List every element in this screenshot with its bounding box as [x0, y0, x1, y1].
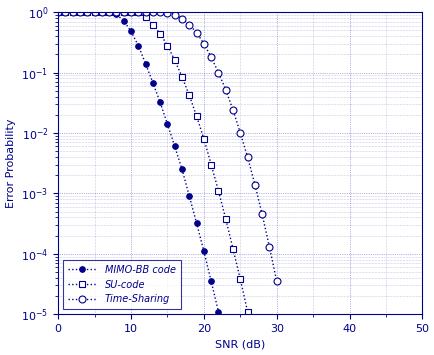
Time-Sharing	[150, 10, 155, 14]
SU-code	[143, 15, 148, 20]
Time-Sharing	[128, 10, 133, 14]
MIMO-BB code	[143, 62, 148, 66]
SU-code	[164, 43, 170, 48]
SU-code	[99, 10, 104, 14]
MIMO-BB code	[99, 10, 104, 14]
MIMO-BB code	[106, 10, 112, 14]
SU-code	[150, 23, 155, 27]
Time-Sharing	[266, 245, 271, 249]
Time-Sharing	[99, 10, 104, 14]
Time-Sharing	[259, 212, 264, 217]
MIMO-BB code	[128, 29, 133, 33]
MIMO-BB code	[201, 249, 206, 253]
MIMO-BB code	[194, 221, 199, 225]
SU-code	[230, 247, 235, 251]
MIMO-BB code	[56, 10, 61, 14]
Time-Sharing	[208, 55, 213, 59]
MIMO-BB code	[186, 194, 191, 198]
SU-code	[244, 310, 250, 314]
SU-code	[157, 32, 162, 36]
Time-Sharing	[143, 10, 148, 14]
Time-Sharing	[135, 10, 141, 14]
SU-code	[179, 75, 184, 79]
MIMO-BB code	[92, 10, 97, 14]
SU-code	[128, 10, 133, 14]
SU-code	[121, 10, 126, 14]
Line: MIMO-BB code: MIMO-BB code	[55, 9, 221, 315]
SU-code	[114, 10, 119, 14]
MIMO-BB code	[135, 43, 141, 48]
Y-axis label: Error Probability: Error Probability	[6, 119, 16, 208]
Time-Sharing	[244, 155, 250, 159]
Time-Sharing	[70, 10, 75, 14]
MIMO-BB code	[77, 10, 82, 14]
MIMO-BB code	[114, 12, 119, 16]
Time-Sharing	[56, 10, 61, 14]
Time-Sharing	[194, 31, 199, 35]
Time-Sharing	[85, 10, 90, 14]
Time-Sharing	[164, 11, 170, 15]
Time-Sharing	[201, 42, 206, 46]
Time-Sharing	[157, 10, 162, 14]
SU-code	[172, 58, 177, 62]
Time-Sharing	[230, 108, 235, 112]
MIMO-BB code	[208, 279, 213, 283]
MIMO-BB code	[172, 144, 177, 148]
MIMO-BB code	[164, 122, 170, 126]
SU-code	[223, 217, 228, 221]
Time-Sharing	[92, 10, 97, 14]
Line: Time-Sharing: Time-Sharing	[55, 9, 279, 285]
MIMO-BB code	[62, 10, 68, 14]
Time-Sharing	[273, 279, 279, 283]
X-axis label: SNR (dB): SNR (dB)	[215, 339, 265, 349]
SU-code	[70, 10, 75, 14]
MIMO-BB code	[215, 310, 220, 314]
Time-Sharing	[215, 70, 220, 75]
MIMO-BB code	[179, 167, 184, 171]
Time-Sharing	[121, 10, 126, 14]
SU-code	[92, 10, 97, 14]
Time-Sharing	[223, 88, 228, 92]
SU-code	[106, 10, 112, 14]
Time-Sharing	[77, 10, 82, 14]
MIMO-BB code	[70, 10, 75, 14]
Time-Sharing	[186, 23, 191, 27]
Time-Sharing	[114, 10, 119, 14]
Time-Sharing	[237, 131, 242, 135]
MIMO-BB code	[157, 100, 162, 105]
Legend: MIMO-BB code, SU-code, Time-Sharing: MIMO-BB code, SU-code, Time-Sharing	[63, 260, 180, 309]
Time-Sharing	[106, 10, 112, 14]
SU-code	[56, 10, 61, 14]
SU-code	[215, 189, 220, 193]
Time-Sharing	[252, 182, 257, 187]
SU-code	[208, 163, 213, 167]
SU-code	[237, 277, 242, 281]
SU-code	[77, 10, 82, 14]
Time-Sharing	[62, 10, 68, 14]
Time-Sharing	[172, 13, 177, 17]
Time-Sharing	[179, 17, 184, 21]
MIMO-BB code	[150, 81, 155, 85]
SU-code	[186, 93, 191, 97]
MIMO-BB code	[85, 10, 90, 14]
Line: SU-code: SU-code	[55, 9, 250, 315]
MIMO-BB code	[121, 19, 126, 23]
SU-code	[194, 114, 199, 118]
SU-code	[135, 10, 141, 14]
SU-code	[201, 137, 206, 141]
SU-code	[85, 10, 90, 14]
SU-code	[62, 10, 68, 14]
